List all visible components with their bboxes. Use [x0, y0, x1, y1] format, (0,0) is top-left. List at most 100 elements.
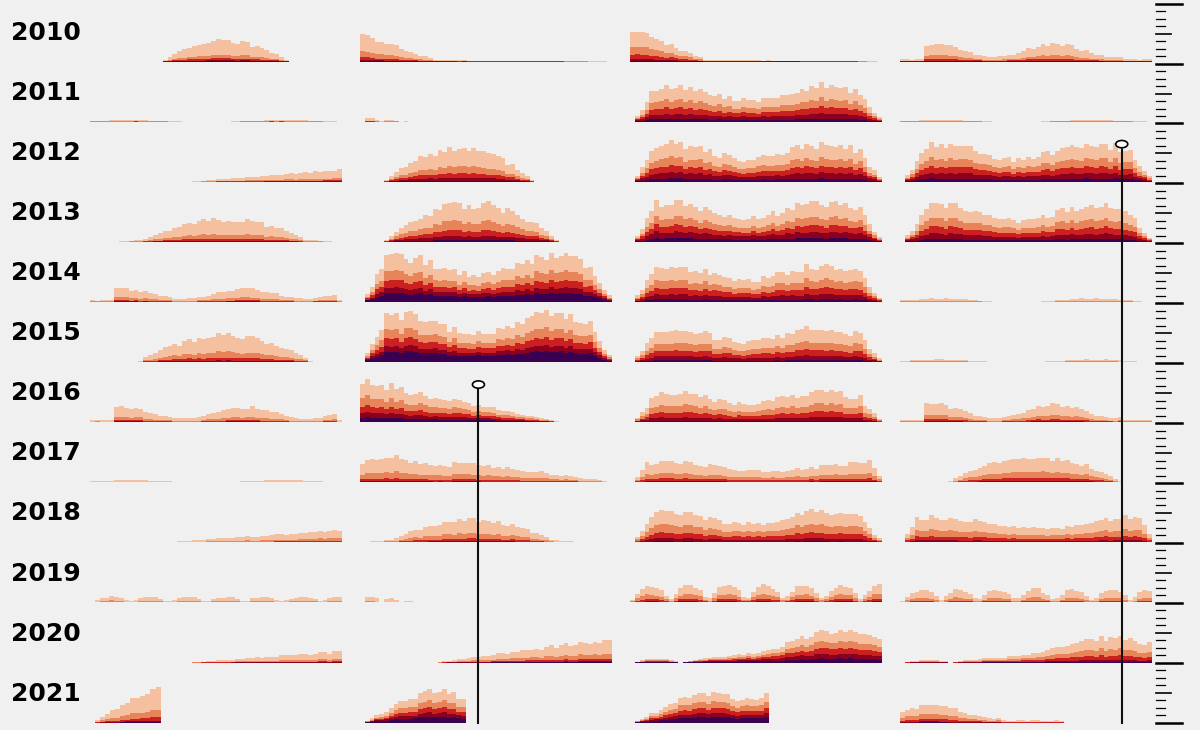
Bar	[853, 170, 858, 182]
Bar	[818, 330, 824, 362]
Bar	[678, 718, 683, 723]
Bar	[524, 283, 529, 302]
Bar	[384, 339, 389, 362]
Bar	[688, 405, 692, 422]
Bar	[858, 295, 863, 302]
Bar	[245, 481, 250, 483]
Bar	[602, 658, 607, 663]
Bar	[996, 722, 1001, 723]
Bar	[389, 59, 394, 61]
Bar	[775, 345, 780, 362]
Bar	[1094, 360, 1099, 362]
Bar	[138, 299, 143, 302]
Bar	[718, 239, 722, 242]
Bar	[1109, 228, 1114, 242]
Bar	[1079, 221, 1084, 242]
Bar	[938, 520, 943, 542]
Bar	[844, 539, 848, 542]
Bar	[844, 115, 848, 122]
Bar	[1138, 592, 1142, 602]
Bar	[790, 539, 794, 542]
Bar	[756, 421, 761, 422]
Bar	[269, 535, 274, 542]
Bar	[948, 203, 953, 242]
Bar	[962, 420, 968, 422]
Bar	[654, 115, 659, 122]
Bar	[654, 421, 659, 422]
Bar	[713, 348, 718, 362]
Bar	[515, 176, 520, 182]
Bar	[452, 345, 457, 362]
Bar	[997, 591, 1002, 602]
Bar	[953, 204, 958, 242]
Bar	[428, 475, 433, 483]
Bar	[814, 201, 818, 242]
Bar	[1016, 180, 1021, 182]
Bar	[510, 339, 515, 362]
Bar	[858, 207, 863, 242]
Bar	[737, 402, 742, 422]
Bar	[544, 537, 550, 542]
Bar	[978, 531, 983, 542]
Bar	[872, 181, 877, 182]
Bar	[761, 296, 766, 302]
Bar	[766, 215, 770, 242]
Bar	[698, 397, 703, 422]
Bar	[708, 285, 713, 302]
Bar	[564, 293, 569, 302]
Bar	[924, 360, 929, 362]
Bar	[544, 239, 550, 242]
Bar	[259, 418, 264, 422]
Bar	[683, 280, 688, 302]
Bar	[654, 661, 659, 663]
Bar	[829, 167, 834, 182]
Bar	[943, 661, 948, 663]
Bar	[664, 289, 668, 302]
Bar	[824, 412, 829, 422]
Bar	[524, 658, 529, 663]
Bar	[790, 210, 794, 242]
Bar	[938, 537, 943, 542]
Bar	[197, 353, 202, 362]
Bar	[284, 180, 289, 182]
Bar	[659, 167, 664, 182]
Bar	[389, 293, 394, 302]
Bar	[1118, 174, 1123, 182]
Bar	[938, 419, 943, 422]
Bar	[1069, 407, 1074, 422]
Bar	[654, 238, 659, 242]
Bar	[640, 721, 644, 723]
Bar	[456, 712, 461, 723]
Bar	[389, 712, 394, 723]
Bar	[834, 238, 839, 242]
Bar	[476, 180, 481, 182]
Bar	[544, 283, 550, 302]
Bar	[692, 661, 698, 663]
Bar	[138, 239, 143, 242]
Bar	[770, 117, 775, 122]
Bar	[790, 361, 794, 362]
Bar	[1060, 536, 1064, 542]
Bar	[938, 204, 943, 242]
Bar	[692, 696, 697, 723]
Bar	[988, 463, 992, 483]
Bar	[746, 177, 751, 182]
Bar	[433, 466, 438, 483]
Bar	[424, 277, 428, 302]
Bar	[394, 172, 398, 182]
Bar	[761, 239, 766, 242]
Bar	[163, 300, 168, 302]
Bar	[664, 351, 668, 362]
Bar	[583, 354, 588, 362]
Bar	[448, 417, 452, 422]
Bar	[216, 301, 221, 302]
Bar	[814, 350, 818, 362]
Bar	[158, 358, 163, 362]
Bar	[829, 591, 834, 602]
Bar	[588, 479, 593, 483]
Bar	[491, 240, 496, 242]
Text: 2014: 2014	[11, 261, 80, 285]
Bar	[554, 329, 559, 362]
Bar	[437, 713, 442, 723]
Bar	[727, 277, 732, 302]
